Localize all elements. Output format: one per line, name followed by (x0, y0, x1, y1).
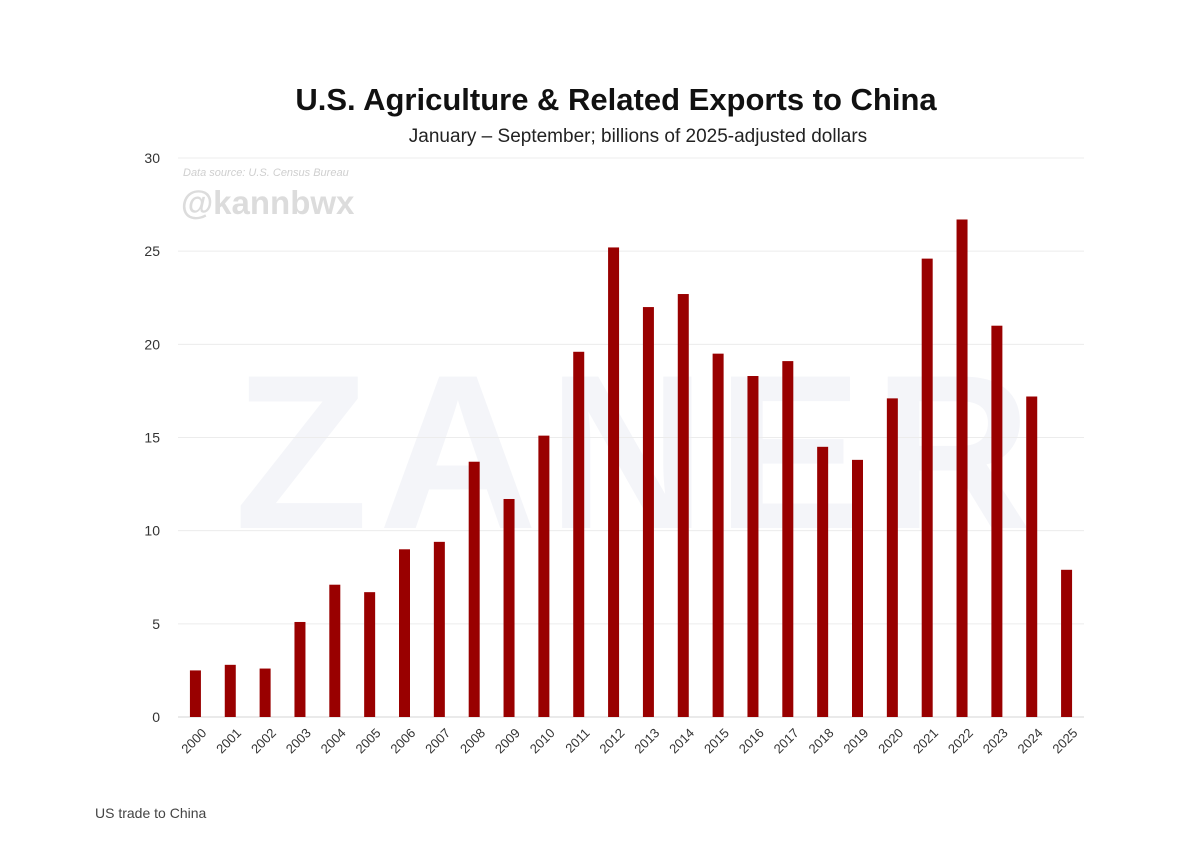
watermark-handle: @kannbwx (181, 184, 355, 221)
data-source-note: Data source: U.S. Census Bureau (183, 167, 349, 179)
x-tick-label: 2011 (562, 725, 592, 755)
bar-2008 (468, 461, 480, 717)
x-tick-label: 2005 (353, 725, 384, 756)
x-tick-label: 2020 (875, 725, 906, 756)
bar-2013 (642, 307, 654, 717)
bars (189, 219, 1073, 718)
bar-2001 (224, 664, 236, 717)
bar-2020 (886, 398, 898, 717)
y-tick-label: 30 (144, 150, 160, 166)
bar-2019 (852, 459, 863, 717)
x-tick-label: 2000 (178, 725, 209, 756)
y-tick-label: 0 (152, 709, 160, 725)
x-axis: 2000 2001 2002 2003 2004 2005 2006 2007 2008 2009… (178, 725, 1080, 756)
bar-2017 (782, 361, 794, 717)
x-tick-label: 2016 (736, 725, 767, 756)
y-axis: 0 5 10 15 20 25 30 (144, 150, 160, 725)
bar-2002 (259, 668, 271, 717)
bar-2021 (921, 258, 933, 717)
bar-2023 (991, 325, 1003, 717)
x-tick-label: 2004 (318, 725, 349, 756)
bar-2005 (364, 592, 376, 717)
bar-2004 (329, 584, 341, 717)
x-tick-label: 2002 (248, 725, 279, 756)
x-tick-label: 2019 (840, 725, 871, 756)
x-tick-label: 2024 (1015, 725, 1046, 756)
bar-2009 (503, 498, 515, 717)
x-tick-label: 2003 (283, 725, 314, 756)
x-tick-label: 2023 (980, 725, 1011, 756)
bar-2016 (747, 376, 759, 717)
watermark-logo: ZANER (234, 329, 1042, 575)
x-tick-label: 2022 (945, 725, 976, 756)
y-tick-label: 20 (144, 336, 160, 352)
y-tick-label: 10 (144, 523, 160, 539)
bar-2007 (433, 541, 445, 717)
x-tick-label: 2017 (771, 725, 802, 756)
y-tick-label: 25 (144, 243, 160, 259)
chart-title: U.S. Agriculture & Related Exports to Ch… (295, 82, 937, 117)
bar-2000 (189, 670, 201, 717)
x-tick-label: 2021 (910, 725, 941, 756)
bar-2024 (1026, 396, 1038, 717)
x-tick-label: 2014 (666, 725, 697, 756)
x-tick-label: 2015 (701, 725, 732, 756)
bar-2022 (956, 219, 968, 718)
y-tick-label: 5 (152, 616, 160, 632)
x-tick-label: 2009 (492, 725, 523, 756)
bar-2018 (817, 446, 829, 717)
bar-2014 (677, 294, 689, 717)
chart-subtitle: January – September; billions of 2025-ad… (408, 126, 868, 147)
x-tick-label: 2018 (806, 725, 837, 756)
bar-2012 (608, 247, 620, 717)
x-tick-label: 2025 (1049, 725, 1080, 756)
x-tick-label: 2007 (422, 725, 453, 756)
bar-2011 (573, 351, 585, 717)
x-tick-label: 2008 (457, 725, 488, 756)
x-tick-label: 2010 (527, 725, 558, 756)
bar-2010 (538, 435, 550, 717)
bar-2006 (399, 549, 410, 717)
y-tick-label: 15 (144, 430, 160, 446)
bar-2025 (1061, 569, 1073, 717)
gridlines (178, 157, 1084, 718)
x-tick-label: 2012 (596, 725, 627, 756)
bar-2015 (712, 353, 724, 717)
bar-2003 (294, 621, 306, 717)
x-tick-label: 2013 (631, 725, 662, 756)
x-tick-label: 2001 (213, 725, 244, 756)
image-caption: US trade to China (95, 805, 207, 821)
x-tick-label: 2006 (387, 725, 418, 756)
